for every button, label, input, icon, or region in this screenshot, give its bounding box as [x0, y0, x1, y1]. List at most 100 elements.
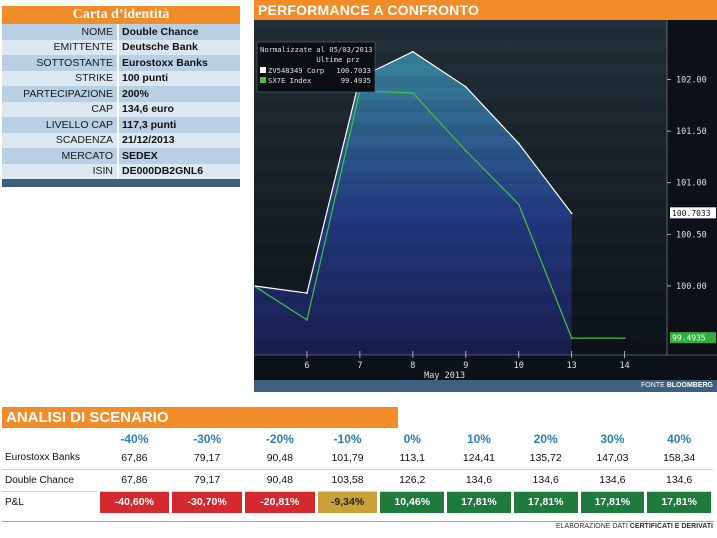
source-name: BLOOMBERG: [666, 382, 713, 389]
identity-label: CAP: [2, 101, 119, 117]
identity-value: 200%: [118, 86, 240, 102]
legend-series-value: 99.4935: [341, 76, 371, 85]
identity-label: STRIKE: [2, 70, 119, 86]
last-value-tag: [670, 332, 716, 344]
scenario-cell: 67,86: [98, 469, 171, 492]
scenario-header: -10%: [333, 431, 362, 446]
scenario-cell: 126,2: [378, 469, 446, 492]
chart-band: [254, 148, 667, 160]
scenario-row: Double Chance 67,86 79,17 90,48 103,58 126,2 1…: [2, 469, 713, 492]
scenario-pl-cell: 17,81%: [644, 491, 714, 513]
identity-value: DE000DB2GNL6: [118, 163, 240, 179]
identity-card-title: Carta d’identità: [2, 6, 240, 24]
scenario-header: 30%: [600, 431, 625, 446]
legend-header: Normalizzate al 05/03/2013: [260, 45, 373, 54]
x-tick-label: 14: [620, 361, 630, 371]
scenario-cell: 90,48: [243, 469, 317, 492]
series-point-1: [254, 284, 255, 287]
scenario-cell: 158,34: [645, 447, 713, 470]
legend-swatch: [260, 67, 266, 73]
scenario-pl-cell: -40,60%: [96, 491, 173, 513]
scenario-cell: 147,03: [579, 447, 646, 470]
y-tick-label: 100.00: [676, 282, 707, 292]
scenario-row-label: Double Chance: [2, 469, 98, 492]
x-axis-label: May 2013: [424, 371, 465, 380]
scenario-cell: 79,17: [170, 447, 244, 470]
series-point-0: [517, 142, 520, 145]
identity-label: PARTECIPAZIONE: [2, 86, 119, 102]
identity-value: 134,6 euro: [118, 101, 240, 117]
scenario-pl-row: P&L -40,60% -30,70% -20,81% -9,34% 10,46% 17,8…: [2, 491, 714, 513]
legend-subheader: Ultime prz: [316, 55, 359, 64]
source-bar: FONTE BLOOMBERG: [254, 380, 717, 392]
identity-value: SEDEX: [118, 148, 240, 164]
scenario-pl-label: P&L: [5, 496, 24, 508]
y-tick-label: 101.50: [676, 127, 707, 137]
identity-value: 100 punti: [118, 70, 240, 86]
scenario-header: 0%: [403, 431, 421, 446]
legend-series-name: SX7E Index: [268, 76, 312, 85]
series-point-0: [306, 292, 308, 295]
scenario-cell: 101,79: [316, 447, 379, 470]
x-tick-label: 7: [357, 361, 362, 371]
scenario-cell: 79,17: [170, 469, 244, 492]
identity-value: 21/12/2013: [118, 132, 240, 148]
identity-label: EMITTENTE: [2, 39, 119, 55]
identity-value: Deutsche Bank: [118, 39, 240, 55]
series-point-1: [306, 319, 308, 321]
series-line-1: [254, 90, 625, 339]
chart-band: [254, 100, 667, 112]
identity-label: NOME: [2, 24, 119, 40]
series-point-1: [517, 203, 520, 206]
scenario-cell: 135,72: [512, 447, 580, 470]
scenario-header: -20%: [265, 431, 294, 446]
scenario-pl-cell: 17,81%: [510, 491, 581, 513]
chart-band: [254, 340, 667, 352]
identity-row: SCADENZA 21/12/2013: [2, 132, 240, 148]
source-prefix: FONTE: [641, 382, 665, 389]
series-point-0: [570, 212, 573, 215]
identity-row: CAP 134,6 euro: [2, 101, 240, 117]
identity-table: NOME Double Chance EMITTENTE Deutsche Bank S…: [2, 24, 240, 179]
scenario-header: 40%: [667, 431, 692, 446]
x-tick-label: 6: [304, 361, 309, 371]
series-point-0: [464, 85, 467, 88]
series-point-1: [411, 92, 414, 94]
scenario-footer: ELABORAZIONE DATI CERTIFICATI E DERIVATI: [556, 523, 713, 530]
scenario-row: Eurostoxx Banks 67,86 79,17 90,48 101,79 113,…: [2, 447, 713, 470]
x-tick-label: 9: [463, 361, 468, 371]
last-value-tag: [670, 207, 716, 219]
identity-row: SOTTOSTANTE Eurostoxx Banks: [2, 55, 240, 71]
last-value-label: 100.7033: [672, 209, 711, 218]
identity-label: LIVELLO CAP: [2, 117, 119, 133]
last-value-label: 99.4935: [672, 334, 706, 343]
scenario-cell: 113,1: [378, 447, 446, 470]
identity-row: NOME Double Chance: [2, 24, 240, 40]
identity-label: MERCATO: [2, 148, 119, 164]
chart-band: [254, 172, 667, 184]
chart-band: [254, 220, 667, 232]
scenario-table: -40% -30% -20% -10% 0% 10% 20% 30% 40% Eurostoxx …: [2, 430, 714, 513]
identity-value: 117,3 punti: [118, 117, 240, 133]
scenario-pl-cell: -20,81%: [241, 491, 318, 513]
identity-value: Eurostoxx Banks: [118, 55, 240, 71]
identity-label: SCADENZA: [2, 132, 119, 148]
performance-title: PERFORMANCE A CONFRONTO: [254, 0, 717, 20]
scenario-footer-line: [2, 521, 714, 522]
scenario-header: 10%: [466, 431, 491, 446]
y-tick-label: 101.00: [676, 179, 707, 189]
scenario-corner: [2, 430, 98, 447]
scenario-header: -30%: [193, 431, 222, 446]
identity-row: LIVELLO CAP 117,3 punti: [2, 117, 240, 133]
identity-label: SOTTOSTANTE: [2, 55, 119, 71]
identity-row: PARTECIPAZIONE 200%: [2, 86, 240, 102]
identity-card-footer-bar: [2, 179, 240, 187]
scenario-footer-source: CERTIFICATI E DERIVATI: [629, 523, 713, 530]
scenario-header: -40%: [120, 431, 149, 446]
performance-chart: 100.00100.50101.00101.50102.00100.703399…: [254, 20, 717, 380]
legend-swatch: [260, 77, 266, 83]
chart-band: [254, 196, 667, 208]
chart-band: [254, 244, 667, 256]
series-point-1: [623, 337, 626, 340]
scenario-cell: 103,58: [316, 469, 379, 492]
